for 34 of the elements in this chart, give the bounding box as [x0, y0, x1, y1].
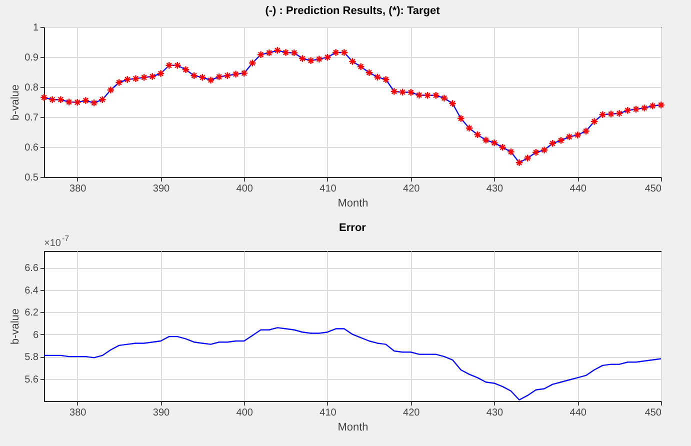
- x-tick-label: 380: [70, 408, 87, 418]
- y-tick-label: 0.7: [24, 112, 39, 124]
- x-tick-label: 440: [570, 184, 587, 194]
- y-tick-label: 6.6: [24, 263, 39, 274]
- x-tick-label: 380: [70, 184, 87, 194]
- y-tick-label: 0.6: [24, 142, 39, 154]
- x-axis-title: Month: [338, 422, 368, 434]
- x-tick-label: 440: [570, 408, 587, 418]
- x-tick-label: 410: [320, 184, 337, 194]
- y-tick-label: 0.5: [24, 172, 39, 184]
- y-axis-title: b-value: [10, 84, 22, 121]
- x-tick-label: 450: [644, 184, 662, 194]
- y-tick-label: 0.8: [24, 82, 39, 94]
- y-axis-title: b-value: [10, 308, 22, 345]
- x-tick-label: 420: [403, 184, 420, 194]
- x-tick-label: 430: [486, 184, 504, 194]
- chart-title: (-) : Prediction Results, (*): Target: [265, 5, 440, 17]
- x-tick-label: 400: [236, 408, 254, 418]
- x-tick-label: 400: [236, 184, 254, 194]
- chart-title: Error: [339, 222, 367, 234]
- x-axis-title: Month: [338, 198, 368, 210]
- y-tick-label: 5.8: [24, 352, 39, 364]
- y-tick-label: 1: [32, 22, 39, 34]
- x-tick-label: 420: [403, 408, 420, 418]
- x-tick-label: 410: [320, 408, 337, 418]
- y-tick-label: 6: [32, 330, 39, 341]
- x-tick-label: 390: [152, 408, 170, 418]
- x-tick-label: 450: [644, 408, 662, 418]
- x-tick-label: 390: [152, 184, 170, 194]
- y-tick-label: 6.4: [24, 285, 39, 296]
- y-tick-label: 0.9: [24, 52, 39, 64]
- y-tick-label: 6.2: [24, 308, 39, 319]
- x-tick-label: 430: [486, 408, 504, 418]
- y-tick-label: 5.6: [24, 374, 39, 386]
